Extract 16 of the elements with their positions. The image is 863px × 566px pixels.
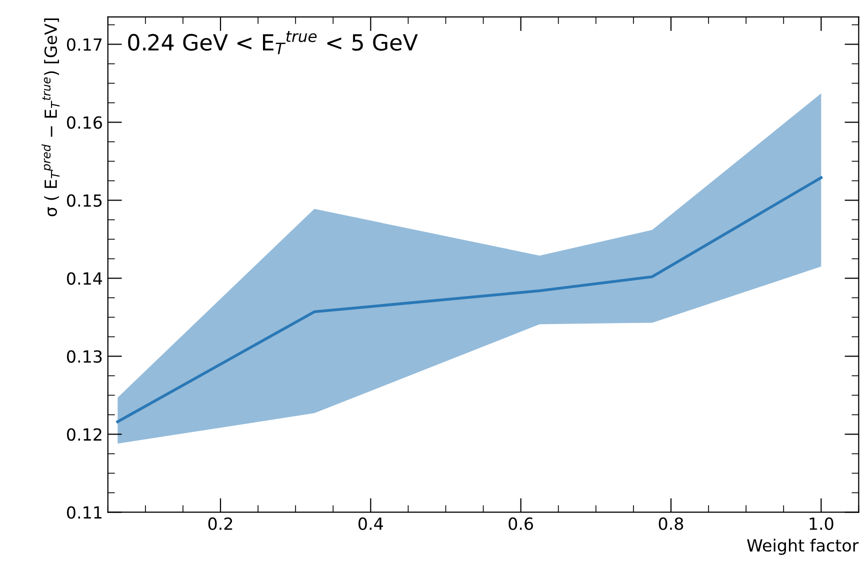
y-tick-label: 0.17 — [67, 38, 102, 51]
x-tick-label: 0.8 — [658, 517, 684, 530]
y-axis-title: σ ( E$_{T}$$^{pred}$ − E$_{T}$$^{true}$) [GeV] — [42, 18, 60, 216]
x-tick-label: 0.4 — [358, 517, 383, 530]
y-tick-label: 0.15 — [67, 194, 102, 207]
x-tick-label: 1.0 — [810, 517, 834, 530]
y-tick-label: 0.12 — [67, 428, 102, 441]
annotation: 0.24 GeV < E$_{T}$$^{true}$ < 5 GeV — [128, 30, 418, 54]
x-axis-title: Weight factor — [747, 538, 859, 555]
y-tick-label: 0.16 — [67, 116, 102, 129]
y-tick-label: 0.14 — [67, 272, 102, 285]
x-tick-label: 0.2 — [208, 517, 232, 530]
line-series — [116, 176, 823, 424]
y-tick-label: 0.13 — [67, 350, 102, 363]
x-tick-label: 0.6 — [508, 517, 534, 530]
y-tick-label: 0.11 — [67, 506, 102, 519]
